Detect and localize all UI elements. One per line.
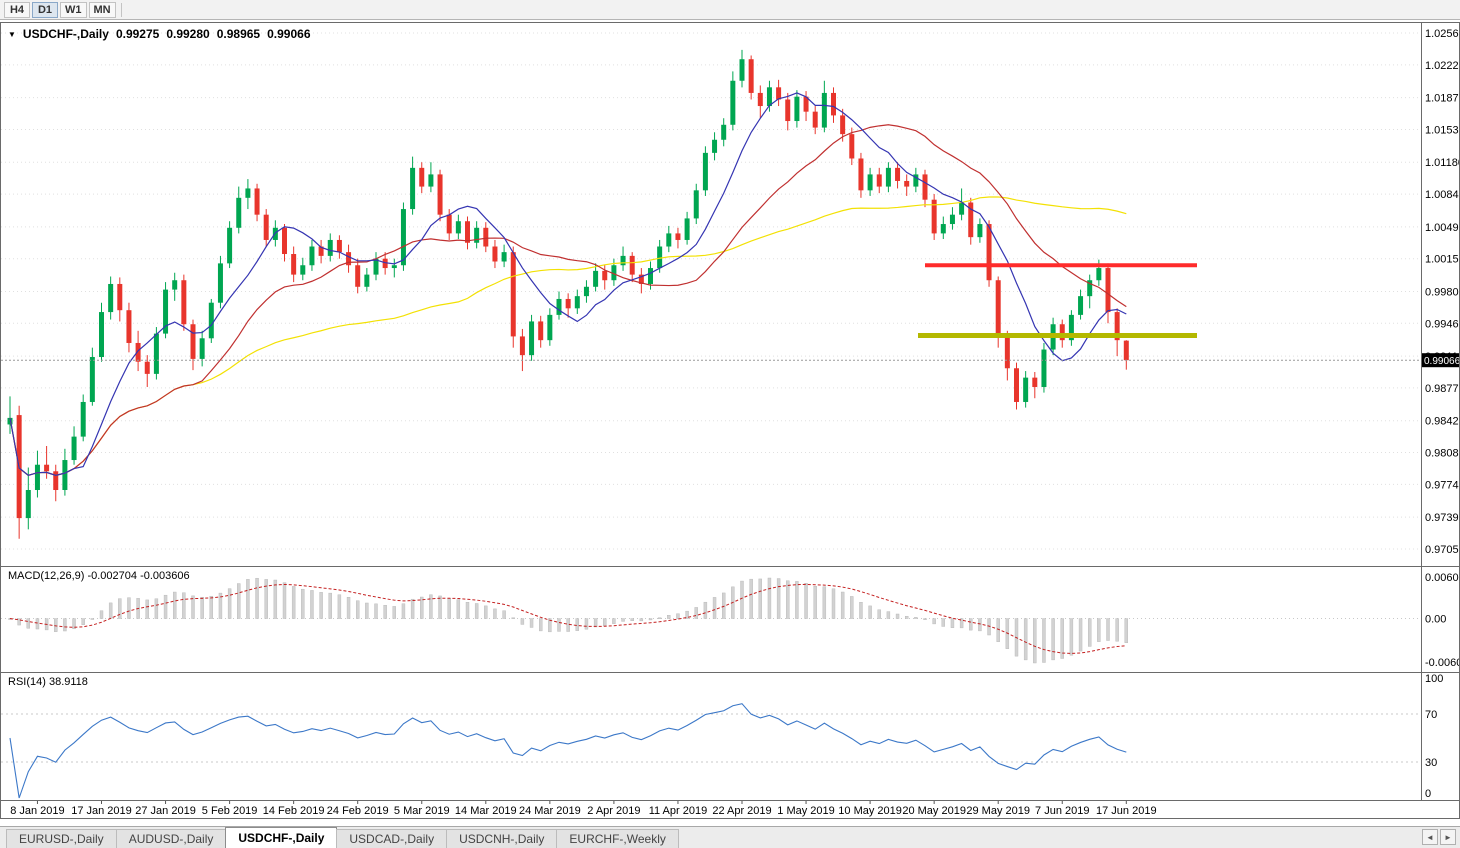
svg-text:1.01530: 1.01530 — [1425, 124, 1460, 136]
tab-scroll-left-button[interactable]: ◄ — [1422, 829, 1438, 845]
chart-symbol-label: USDCHF-,Daily — [22, 27, 109, 41]
price-grid — [1, 32, 1421, 550]
timeframe-d1-button[interactable]: D1 — [32, 1, 58, 18]
svg-text:5 Feb 2019: 5 Feb 2019 — [202, 805, 258, 817]
timeframe-h4-button[interactable]: H4 — [4, 1, 30, 18]
svg-text:14 Mar 2019: 14 Mar 2019 — [455, 805, 517, 817]
svg-text:22 Apr 2019: 22 Apr 2019 — [712, 805, 771, 817]
tab-scroll-right-button[interactable]: ► — [1440, 829, 1456, 845]
svg-text:1.00840: 1.00840 — [1425, 189, 1460, 201]
svg-text:70: 70 — [1425, 709, 1437, 721]
ohlc-open: 0.99275 — [115, 27, 160, 41]
svg-text:29 May 2019: 29 May 2019 — [966, 805, 1030, 817]
svg-text:24 Feb 2019: 24 Feb 2019 — [327, 805, 389, 817]
svg-text:20 May 2019: 20 May 2019 — [902, 805, 966, 817]
svg-text:1.01180: 1.01180 — [1425, 157, 1460, 169]
svg-text:24 Mar 2019: 24 Mar 2019 — [519, 805, 581, 817]
macd-signal-line — [9, 583, 1127, 654]
timeframe-mn-button[interactable]: MN — [88, 1, 116, 18]
rsi-panel — [1, 703, 1421, 799]
ohlc-high: 0.99280 — [166, 27, 210, 41]
tab-eurusd-daily[interactable]: EURUSD-,Daily — [6, 829, 117, 848]
macd-panel — [1, 577, 1421, 664]
svg-text:0.006058: 0.006058 — [1425, 572, 1460, 584]
rsi-line — [9, 703, 1127, 799]
svg-text:27 Jan 2019: 27 Jan 2019 — [135, 805, 196, 817]
tab-usdchf-daily[interactable]: USDCHF-,Daily — [225, 827, 338, 848]
panel-frame — [0, 22, 1460, 819]
svg-text:1.02560: 1.02560 — [1425, 28, 1460, 40]
ma-line-21 — [9, 124, 1127, 476]
rsi-label: RSI(14) 38.9118 — [8, 676, 88, 688]
tab-audusd-daily[interactable]: AUDUSD-,Daily — [115, 829, 227, 848]
svg-text:14 Feb 2019: 14 Feb 2019 — [263, 805, 325, 817]
current-price-tag: 0.99066 — [1422, 353, 1460, 368]
date-axis[interactable]: 8 Jan 2019 17 Jan 2019 27 Jan 2019 5 Feb 20… — [10, 801, 1157, 817]
symbol-marker-icon: ▼ — [8, 29, 16, 39]
ma-line-8 — [9, 92, 1127, 476]
svg-text:8 Jan 2019: 8 Jan 2019 — [10, 805, 64, 817]
svg-text:1 May 2019: 1 May 2019 — [777, 805, 834, 817]
svg-text:17 Jan 2019: 17 Jan 2019 — [71, 805, 132, 817]
svg-text:100: 100 — [1425, 673, 1443, 685]
tab-eurchf-weekly[interactable]: EURCHF-,Weekly — [556, 829, 679, 848]
toolbar-divider — [120, 2, 122, 17]
chart-tabbar: EURUSD-,Daily AUDUSD-,Daily USDCHF-,Dail… — [0, 826, 1460, 848]
svg-text:2 Apr 2019: 2 Apr 2019 — [587, 805, 640, 817]
svg-text:0: 0 — [1425, 788, 1431, 800]
svg-text:-0.006096: -0.006096 — [1425, 657, 1460, 669]
ohlc-low: 0.98965 — [216, 27, 261, 41]
chart-ohlc-header: ▼ USDCHF-,Daily 0.99275 0.99280 0.98965 … — [8, 27, 311, 41]
svg-text:11 Apr 2019: 11 Apr 2019 — [649, 805, 708, 817]
ohlc-close: 0.99066 — [267, 27, 311, 41]
svg-text:1.02220: 1.02220 — [1425, 60, 1460, 72]
svg-text:5 Mar 2019: 5 Mar 2019 — [394, 805, 450, 817]
svg-text:7 Jun 2019: 7 Jun 2019 — [1035, 805, 1089, 817]
svg-text:0.99066: 0.99066 — [1424, 356, 1460, 367]
svg-text:30: 30 — [1425, 757, 1437, 769]
svg-text:0.00: 0.00 — [1425, 614, 1446, 626]
tab-usdcad-daily[interactable]: USDCAD-,Daily — [336, 829, 448, 848]
candles — [7, 49, 1129, 539]
macd-label: MACD(12,26,9) -0.002704 -0.003606 — [8, 570, 190, 582]
price-axis[interactable]: 1.02560 1.02220 1.01870 1.01530 1.01180 1.008… — [1425, 28, 1460, 800]
timeframe-w1-button[interactable]: W1 — [60, 1, 87, 18]
tab-usdcnh-daily[interactable]: USDCNH-,Daily — [446, 829, 558, 848]
timeframe-toolbar: H4 D1 W1 MN — [0, 0, 1460, 20]
svg-text:10 May 2019: 10 May 2019 — [838, 805, 902, 817]
svg-text:1.01870: 1.01870 — [1425, 93, 1460, 105]
svg-text:17 Jun 2019: 17 Jun 2019 — [1096, 805, 1157, 817]
tab-scrollbar: ◄ ► — [1422, 829, 1456, 845]
svg-text:1.00490: 1.00490 — [1425, 222, 1460, 234]
